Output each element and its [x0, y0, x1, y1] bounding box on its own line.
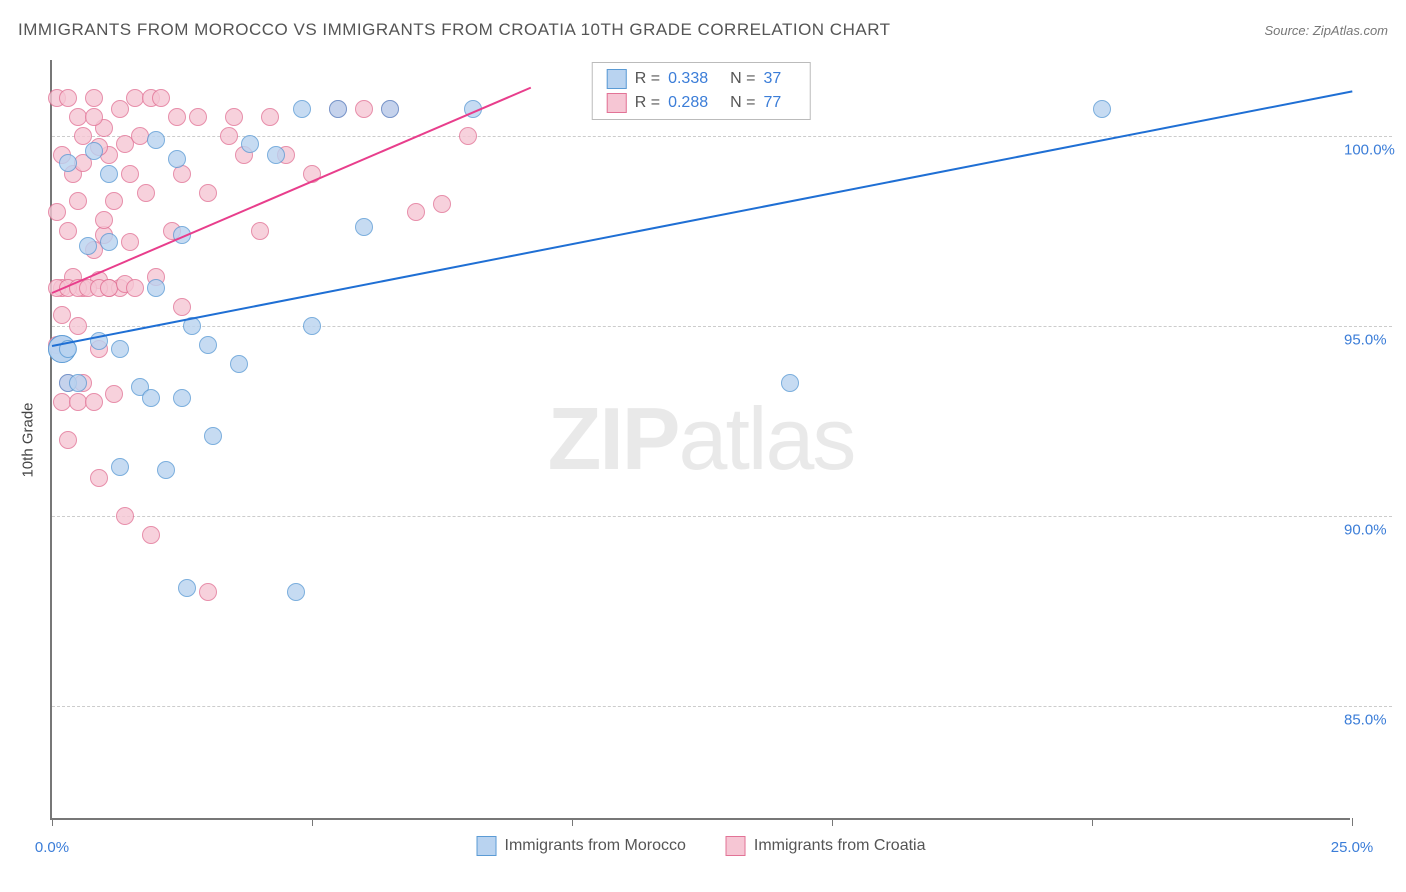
- legend-swatch-morocco-bottom: [477, 836, 497, 856]
- data-point-croatia: [121, 233, 139, 251]
- data-point-croatia: [121, 165, 139, 183]
- legend-item-morocco: Immigrants from Morocco: [477, 836, 686, 856]
- data-point-morocco: [100, 233, 118, 251]
- data-point-morocco: [142, 389, 160, 407]
- data-point-morocco: [79, 237, 97, 255]
- data-point-morocco: [178, 579, 196, 597]
- gridline: [52, 706, 1392, 707]
- y-tick-label: 100.0%: [1344, 142, 1404, 159]
- data-point-morocco: [329, 100, 347, 118]
- data-point-morocco: [85, 142, 103, 160]
- data-point-morocco: [59, 154, 77, 172]
- data-point-morocco: [157, 461, 175, 479]
- legend-row-morocco: R = 0.338 N = 37: [593, 67, 810, 91]
- data-point-croatia: [90, 469, 108, 487]
- legend-swatch-morocco: [607, 69, 627, 89]
- legend-row-croatia: R = 0.288 N = 77: [593, 91, 810, 115]
- data-point-morocco: [267, 146, 285, 164]
- data-point-morocco: [111, 340, 129, 358]
- data-point-croatia: [225, 108, 243, 126]
- y-tick-label: 95.0%: [1344, 332, 1404, 349]
- data-point-morocco: [1093, 100, 1111, 118]
- data-point-morocco: [241, 135, 259, 153]
- data-point-croatia: [116, 507, 134, 525]
- data-point-morocco: [173, 389, 191, 407]
- data-point-morocco: [199, 336, 217, 354]
- gridline: [52, 516, 1392, 517]
- data-point-croatia: [105, 192, 123, 210]
- x-tick: [312, 818, 313, 826]
- series-legend: Immigrants from Morocco Immigrants from …: [477, 836, 926, 856]
- y-axis-label: 10th Grade: [20, 402, 37, 477]
- data-point-morocco: [147, 131, 165, 149]
- data-point-croatia: [95, 211, 113, 229]
- chart-title: IMMIGRANTS FROM MOROCCO VS IMMIGRANTS FR…: [18, 20, 891, 40]
- legend-swatch-croatia: [607, 93, 627, 113]
- data-point-croatia: [173, 298, 191, 316]
- legend-item-croatia: Immigrants from Croatia: [726, 836, 926, 856]
- data-point-croatia: [69, 317, 87, 335]
- data-point-morocco: [69, 374, 87, 392]
- x-tick: [832, 818, 833, 826]
- data-point-croatia: [220, 127, 238, 145]
- data-point-croatia: [199, 184, 217, 202]
- data-point-croatia: [53, 306, 71, 324]
- data-point-morocco: [168, 150, 186, 168]
- source-attribution: Source: ZipAtlas.com: [1264, 23, 1388, 38]
- data-point-croatia: [261, 108, 279, 126]
- legend-swatch-croatia-bottom: [726, 836, 746, 856]
- x-tick: [1092, 818, 1093, 826]
- data-point-morocco: [204, 427, 222, 445]
- data-point-croatia: [137, 184, 155, 202]
- data-point-croatia: [199, 583, 217, 601]
- y-tick-label: 85.0%: [1344, 712, 1404, 729]
- trend-line-morocco: [52, 90, 1352, 347]
- scatter-plot-area: ZIPatlas R = 0.338 N = 37 R = 0.288 N = …: [50, 60, 1350, 820]
- correlation-legend: R = 0.338 N = 37 R = 0.288 N = 77: [592, 62, 811, 120]
- data-point-croatia: [85, 108, 103, 126]
- data-point-croatia: [355, 100, 373, 118]
- data-point-croatia: [85, 393, 103, 411]
- data-point-croatia: [126, 279, 144, 297]
- data-point-croatia: [459, 127, 477, 145]
- data-point-morocco: [303, 317, 321, 335]
- watermark: ZIPatlas: [548, 388, 855, 490]
- data-point-croatia: [111, 100, 129, 118]
- data-point-croatia: [407, 203, 425, 221]
- x-tick-label: 25.0%: [1331, 839, 1374, 856]
- x-tick: [52, 818, 53, 826]
- trend-line-croatia: [52, 87, 531, 294]
- data-point-morocco: [287, 583, 305, 601]
- data-point-croatia: [142, 526, 160, 544]
- x-tick: [572, 818, 573, 826]
- data-point-morocco: [355, 218, 373, 236]
- x-tick: [1352, 818, 1353, 826]
- data-point-morocco: [293, 100, 311, 118]
- data-point-croatia: [59, 89, 77, 107]
- data-point-croatia: [69, 192, 87, 210]
- data-point-croatia: [48, 203, 66, 221]
- data-point-croatia: [59, 431, 77, 449]
- y-tick-label: 90.0%: [1344, 522, 1404, 539]
- data-point-croatia: [433, 195, 451, 213]
- data-point-morocco: [100, 165, 118, 183]
- data-point-morocco: [147, 279, 165, 297]
- data-point-croatia: [85, 89, 103, 107]
- data-point-croatia: [251, 222, 269, 240]
- data-point-croatia: [105, 385, 123, 403]
- x-tick-label: 0.0%: [35, 839, 69, 856]
- data-point-croatia: [59, 222, 77, 240]
- gridline: [52, 326, 1392, 327]
- data-point-croatia: [189, 108, 207, 126]
- data-point-morocco: [111, 458, 129, 476]
- data-point-morocco: [381, 100, 399, 118]
- data-point-croatia: [152, 89, 170, 107]
- data-point-morocco: [781, 374, 799, 392]
- data-point-croatia: [168, 108, 186, 126]
- data-point-morocco: [230, 355, 248, 373]
